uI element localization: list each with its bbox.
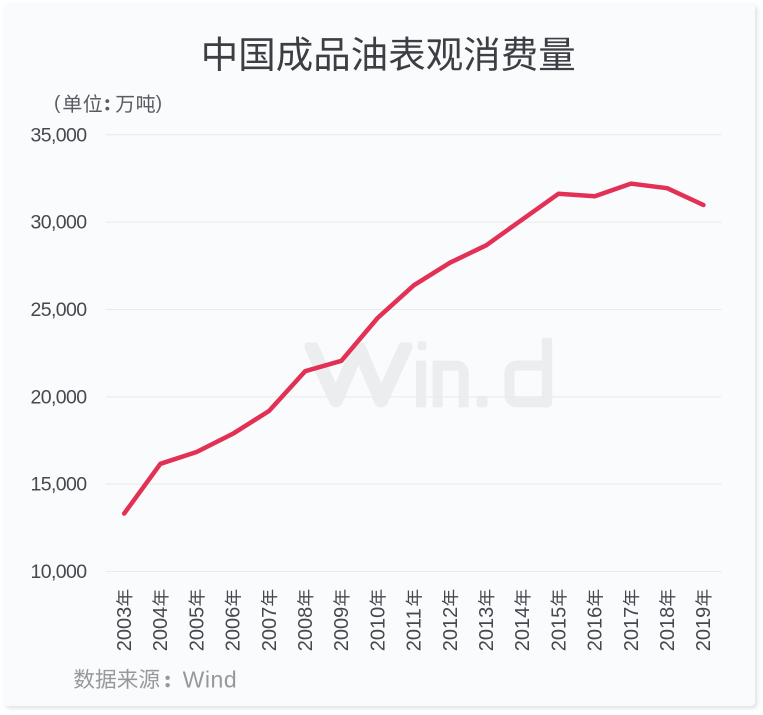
svg-text:2016: 2016 — [585, 607, 607, 652]
svg-text:2013: 2013 — [476, 607, 498, 652]
svg-text:30,000: 30,000 — [30, 212, 87, 234]
svg-text:15,000: 15,000 — [30, 474, 87, 496]
svg-text:2018: 2018 — [657, 607, 679, 652]
svg-text:2017: 2017 — [621, 607, 643, 652]
svg-text:2007: 2007 — [259, 607, 281, 652]
svg-text:10,000: 10,000 — [30, 561, 87, 583]
svg-text:20,000: 20,000 — [30, 386, 87, 408]
svg-text:): ) — [156, 93, 162, 114]
svg-text:2010: 2010 — [367, 607, 389, 652]
svg-text:2009: 2009 — [331, 607, 353, 652]
svg-text:Wind: Wind — [183, 667, 238, 693]
svg-text:2019: 2019 — [693, 607, 715, 652]
svg-text:2014: 2014 — [512, 607, 534, 652]
svg-text:25,000: 25,000 — [30, 299, 87, 321]
svg-text:2011: 2011 — [404, 608, 426, 651]
svg-text:2005: 2005 — [186, 607, 208, 652]
svg-text:35,000: 35,000 — [30, 124, 87, 146]
svg-text:2004: 2004 — [150, 607, 172, 652]
svg-text:2006: 2006 — [223, 607, 245, 652]
svg-text:2012: 2012 — [440, 607, 462, 652]
svg-text:2003: 2003 — [114, 607, 136, 652]
svg-text:(: ( — [54, 93, 61, 114]
svg-text:2008: 2008 — [295, 607, 317, 652]
svg-text:2015: 2015 — [548, 607, 570, 652]
